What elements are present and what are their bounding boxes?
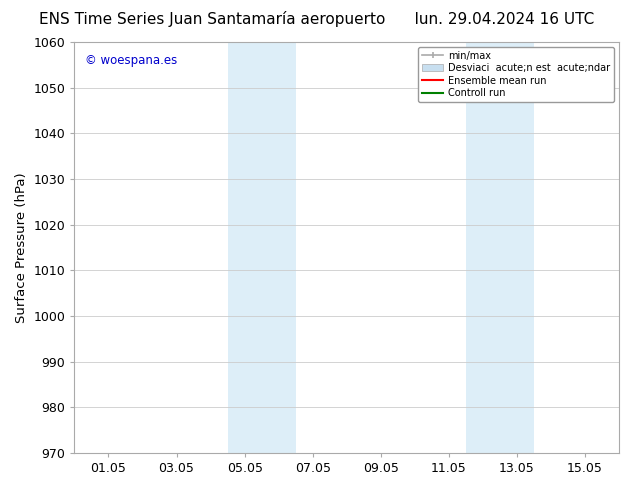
Y-axis label: Surface Pressure (hPa): Surface Pressure (hPa) [15, 172, 28, 323]
Bar [500, 42, 534, 453]
Bar [466, 42, 500, 453]
Bar [228, 42, 262, 453]
Bar [262, 42, 295, 453]
Text: © woespana.es: © woespana.es [86, 54, 178, 68]
Text: ENS Time Series Juan Santamaría aeropuerto      lun. 29.04.2024 16 UTC: ENS Time Series Juan Santamaría aeropuer… [39, 11, 595, 27]
Legend: min/max, Desviaci  acute;n est  acute;ndar, Ensemble mean run, Controll run: min/max, Desviaci acute;n est acute;ndar… [418, 47, 614, 102]
